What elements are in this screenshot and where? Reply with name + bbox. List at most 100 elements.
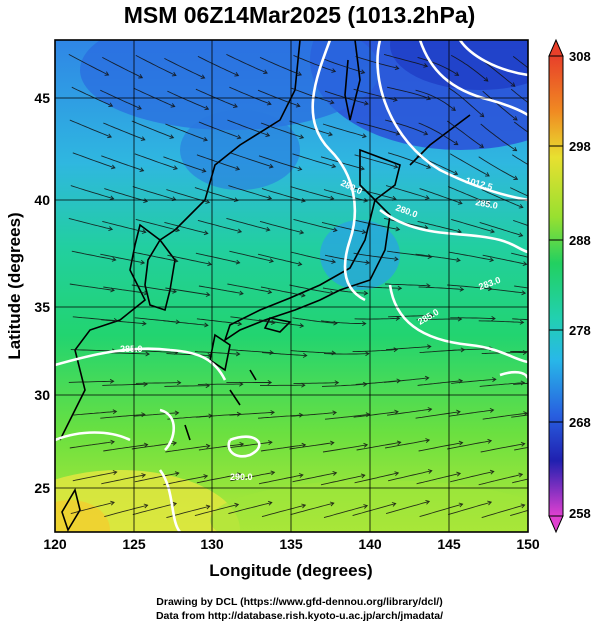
streamline xyxy=(449,409,494,417)
colorbar-tick-label: 258 xyxy=(569,506,591,521)
streamline-arrowhead xyxy=(426,344,432,350)
colorbar-tick-label: 308 xyxy=(569,49,591,64)
streamline xyxy=(103,122,145,141)
streamline xyxy=(418,442,463,452)
streamline xyxy=(386,346,431,351)
streamline xyxy=(227,441,272,449)
streamline xyxy=(324,254,370,264)
streamline-arrowhead xyxy=(331,259,337,264)
streamline xyxy=(68,380,114,383)
streamline-arrowhead xyxy=(141,473,147,478)
streamline-arrowhead xyxy=(233,103,238,108)
streamline xyxy=(194,351,240,355)
streamline-arrowhead xyxy=(489,469,495,475)
streamline-arrowhead xyxy=(332,410,337,416)
streamline-arrowhead xyxy=(143,442,149,448)
streamline xyxy=(449,153,490,177)
streamline xyxy=(446,120,484,148)
streamline-arrowhead xyxy=(172,440,178,446)
streamline xyxy=(131,284,177,293)
streamline-arrowhead xyxy=(522,261,528,267)
streamline-arrowhead xyxy=(513,175,519,180)
streamline xyxy=(132,502,177,516)
streamline xyxy=(133,251,178,262)
streamline xyxy=(450,55,489,82)
streamline xyxy=(416,472,461,485)
streamline-arrowhead xyxy=(425,499,431,505)
streamline-arrowhead xyxy=(427,469,433,474)
streamline-arrowhead xyxy=(200,74,206,79)
streamline xyxy=(387,408,432,416)
streamline xyxy=(323,353,369,355)
streamline xyxy=(196,473,241,484)
streamline xyxy=(101,474,146,485)
colorbar-tick-label: 298 xyxy=(569,139,591,154)
streamline xyxy=(352,503,396,517)
streamline xyxy=(387,86,431,100)
streamline xyxy=(478,156,518,180)
streamline-arrowhead xyxy=(362,321,367,326)
streamline-arrowhead xyxy=(518,204,524,209)
streamline xyxy=(167,90,209,110)
streamline xyxy=(135,218,180,231)
x-axis-label: Longitude (degrees) xyxy=(209,561,372,580)
streamline-arrowhead xyxy=(332,470,338,476)
streamline-arrowhead xyxy=(141,412,146,418)
credit-line-drawing: Drawing by DCL (https://www.gfd-dennou.o… xyxy=(156,596,443,608)
streamline xyxy=(195,252,240,264)
streamline-arrowhead xyxy=(112,470,118,476)
streamline xyxy=(194,187,238,202)
streamline xyxy=(510,509,528,517)
streamline xyxy=(164,221,208,234)
streamline-arrowhead xyxy=(236,134,242,140)
streamline-arrowhead xyxy=(169,134,175,139)
streamline xyxy=(448,87,484,118)
streamline-arrowhead xyxy=(300,197,306,203)
streamline-arrowhead xyxy=(298,473,304,478)
contour-label: 285.0 xyxy=(475,197,499,211)
streamline xyxy=(102,383,148,386)
streamline-arrowhead xyxy=(173,165,178,171)
streamline xyxy=(104,504,148,518)
streamline xyxy=(322,123,367,138)
streamline-arrowhead xyxy=(266,100,272,106)
streamline xyxy=(100,253,145,264)
streamline-arrowhead xyxy=(109,195,115,201)
streamline-arrowhead xyxy=(519,319,525,325)
streamline xyxy=(418,122,459,145)
streamline xyxy=(352,349,398,353)
streamline xyxy=(321,57,365,74)
streamline-arrowhead xyxy=(139,167,145,172)
streamline-arrowhead xyxy=(395,130,401,136)
streamline-arrowhead xyxy=(490,228,495,234)
streamline xyxy=(323,189,368,202)
streamline-arrowhead xyxy=(299,134,305,140)
streamline-arrowhead xyxy=(235,259,241,265)
streamline xyxy=(447,440,492,450)
streamline xyxy=(481,504,525,519)
streamline-arrowhead xyxy=(205,199,211,204)
y-tick-label: 35 xyxy=(34,299,50,315)
streamline xyxy=(102,57,143,79)
streamline-arrowhead xyxy=(205,292,211,297)
streamline-arrowhead xyxy=(489,407,495,413)
x-tick-label: 120 xyxy=(43,536,67,552)
streamline xyxy=(163,475,208,486)
streamline-arrowhead xyxy=(239,290,244,296)
streamline-arrowhead xyxy=(301,503,307,509)
streamline xyxy=(482,254,527,265)
streamline-arrowhead xyxy=(365,351,370,357)
streamline xyxy=(68,217,113,230)
streamline-arrowhead xyxy=(269,258,274,264)
y-tick-label: 25 xyxy=(34,480,50,496)
streamline-arrowhead xyxy=(172,288,177,294)
streamline-arrowhead xyxy=(295,102,301,108)
streamline-arrowhead xyxy=(456,257,461,263)
streamline xyxy=(511,252,528,258)
streamline xyxy=(102,220,146,233)
streamline-arrowhead xyxy=(140,136,146,141)
streamline xyxy=(324,413,370,420)
streamline xyxy=(356,121,400,135)
streamline-arrowhead xyxy=(142,321,147,326)
streamline-arrowhead xyxy=(487,500,493,506)
